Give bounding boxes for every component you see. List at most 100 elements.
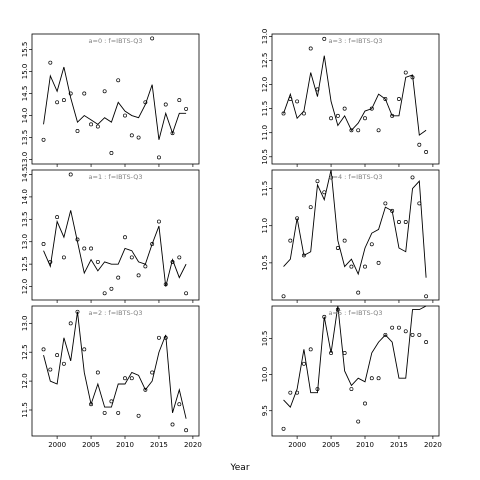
observation-point bbox=[177, 98, 182, 103]
observation-point bbox=[48, 259, 53, 264]
observation-point bbox=[41, 242, 46, 246]
x-tick-label: 2005 bbox=[82, 441, 100, 449]
observation-point bbox=[61, 98, 66, 103]
observation-point bbox=[116, 78, 121, 83]
observation-point bbox=[55, 215, 60, 220]
observation-point bbox=[335, 113, 340, 118]
observation-point bbox=[75, 309, 80, 314]
observation-point bbox=[150, 242, 155, 246]
observation-point bbox=[288, 390, 293, 395]
observation-point bbox=[349, 128, 354, 133]
y-tick-label: 14.5 bbox=[21, 86, 29, 102]
observation-point bbox=[177, 402, 182, 407]
observation-point bbox=[129, 255, 134, 260]
panel-frame bbox=[31, 305, 200, 437]
observation-point bbox=[315, 179, 320, 184]
observation-point bbox=[335, 246, 340, 250]
observation-point bbox=[143, 387, 148, 392]
observation-point bbox=[281, 294, 286, 299]
observation-point bbox=[390, 208, 395, 213]
observation-point bbox=[349, 264, 354, 269]
observation-point bbox=[295, 99, 300, 104]
panel-frame bbox=[271, 33, 440, 165]
observation-point bbox=[170, 422, 175, 427]
observation-point bbox=[301, 361, 306, 366]
observation-point bbox=[89, 402, 94, 407]
observation-point bbox=[156, 335, 161, 340]
observation-point bbox=[170, 131, 175, 136]
y-tick-label: 11.0 bbox=[261, 125, 269, 141]
fitted-line bbox=[43, 210, 187, 287]
observation-point bbox=[322, 314, 327, 319]
observation-point bbox=[288, 97, 293, 101]
observation-point bbox=[82, 91, 87, 96]
observation-point bbox=[61, 361, 66, 366]
y-tick-label: 14.0 bbox=[21, 189, 29, 205]
y-tick-label: 12.0 bbox=[21, 279, 29, 295]
observation-point bbox=[363, 401, 367, 406]
observation-point bbox=[109, 399, 114, 404]
y-tick-label: 12.0 bbox=[261, 77, 269, 93]
observation-point bbox=[335, 307, 340, 312]
x-tick-label: 2010 bbox=[356, 441, 374, 449]
observation-point bbox=[356, 419, 361, 424]
fitted-line bbox=[43, 66, 187, 140]
panel-label: a=1 : f=IBTS-Q3 bbox=[89, 173, 143, 181]
observation-point bbox=[123, 113, 127, 118]
y-tick-label: 15.0 bbox=[21, 64, 29, 80]
observation-point bbox=[369, 376, 374, 381]
observation-point bbox=[41, 347, 46, 352]
observation-point bbox=[349, 387, 354, 392]
panel-1: 10.5 11.0 11.5 12.0 12.5 13.0 a=3 : f=IBTS-Q3 bbox=[261, 29, 440, 167]
observation-point bbox=[329, 116, 334, 121]
y-tick-label: 10.0 bbox=[261, 367, 269, 383]
panel-label: a=0 : f=IBTS-Q3 bbox=[89, 37, 143, 45]
observation-point bbox=[82, 246, 87, 251]
observation-point bbox=[95, 124, 100, 129]
observation-point bbox=[89, 122, 94, 127]
observation-point bbox=[342, 350, 347, 355]
observation-point bbox=[156, 219, 161, 224]
x-tick-label: 2020 bbox=[184, 441, 202, 449]
panel-label: a=2 : f=IBTS-Q3 bbox=[89, 309, 143, 317]
observation-point bbox=[116, 410, 121, 415]
observation-point bbox=[116, 275, 121, 280]
y-tick-label: 14.5 bbox=[21, 167, 29, 183]
observation-point bbox=[308, 347, 313, 352]
y-tick-label: 14.0 bbox=[21, 108, 29, 124]
y-tick-label: 12.5 bbox=[21, 256, 29, 272]
observation-point bbox=[150, 370, 155, 375]
observation-point bbox=[410, 175, 415, 180]
observation-point bbox=[68, 321, 73, 326]
observation-point bbox=[376, 128, 381, 133]
y-tick-label: 9.5 bbox=[261, 405, 269, 416]
observation-point bbox=[281, 426, 286, 431]
observation-point bbox=[301, 111, 306, 116]
observation-point bbox=[55, 100, 60, 105]
y-tick-label: 11.0 bbox=[261, 218, 269, 234]
y-tick-label: 11.5 bbox=[21, 402, 29, 418]
observation-point bbox=[363, 264, 367, 269]
panel-label: a=4 : f=IBTS-Q3 bbox=[329, 173, 383, 181]
y-tick-label: 10.5 bbox=[261, 255, 269, 271]
x-tick-label: 2020 bbox=[424, 441, 442, 449]
observation-point bbox=[396, 97, 401, 101]
observation-point bbox=[177, 255, 182, 260]
observation-point bbox=[369, 106, 374, 111]
observation-point bbox=[184, 428, 189, 433]
observation-point bbox=[89, 246, 94, 251]
observation-point bbox=[390, 325, 395, 330]
observation-point bbox=[170, 259, 175, 264]
y-tick-label: 13.0 bbox=[21, 316, 29, 332]
observation-point bbox=[102, 410, 107, 415]
observation-point bbox=[109, 151, 114, 155]
fitted-line bbox=[283, 55, 427, 136]
y-tick-label: 13.5 bbox=[21, 130, 29, 146]
y-tick-label: 10.5 bbox=[261, 149, 269, 165]
observation-point bbox=[383, 97, 388, 101]
observation-point bbox=[95, 370, 100, 375]
observation-point bbox=[109, 286, 114, 291]
observation-point bbox=[342, 106, 347, 111]
observation-point bbox=[102, 89, 107, 94]
panel-frame bbox=[31, 33, 200, 165]
